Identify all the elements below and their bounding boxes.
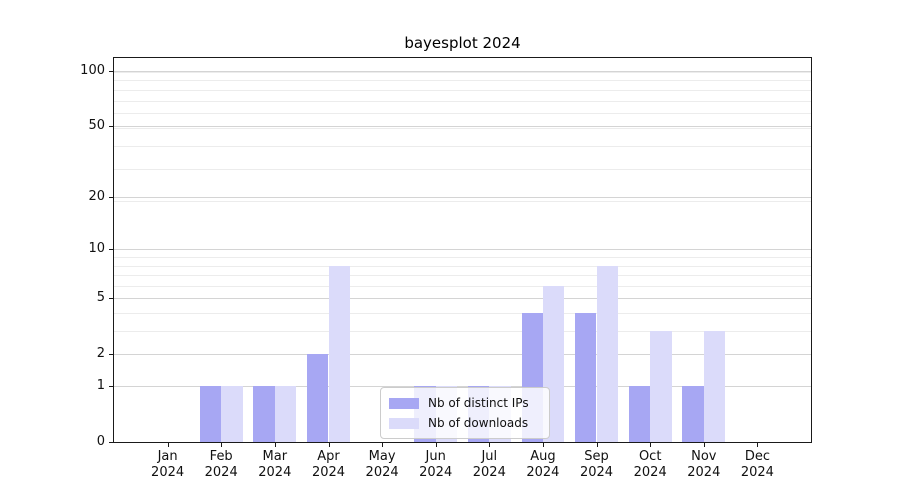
- y-gridline-major: [114, 126, 811, 128]
- y-tick-label: 5: [96, 290, 105, 305]
- y-gridline-minor: [114, 80, 811, 82]
- legend-item-distinct-ips: Nb of distinct IPs: [389, 393, 541, 413]
- x-tick-label: Dec 2024: [740, 449, 774, 480]
- y-gridline-minor: [114, 168, 811, 170]
- x-tick: [542, 443, 544, 447]
- bar-nb-of-distinct-ips-sep: [575, 312, 597, 442]
- x-tick: [489, 443, 491, 447]
- x-tick: [328, 443, 330, 447]
- legend-swatch-distinct-ips: [389, 397, 419, 409]
- y-gridline-major: [114, 386, 811, 388]
- y-gridline-minor: [114, 72, 811, 73]
- y-tick: [109, 442, 113, 443]
- y-gridline-minor: [114, 201, 811, 203]
- bar-nb-of-downloads-sep: [596, 265, 618, 442]
- x-tick: [703, 443, 705, 447]
- y-gridline-minor: [114, 330, 811, 332]
- y-gridline-major: [114, 249, 811, 251]
- y-tick: [109, 298, 113, 299]
- x-tick-label: Feb 2024: [204, 449, 238, 480]
- x-tick: [274, 443, 276, 447]
- bar-nb-of-distinct-ips-mar: [253, 386, 275, 442]
- bar-nb-of-downloads-nov: [703, 330, 726, 442]
- x-tick-label: Apr 2024: [311, 449, 346, 480]
- plot-area: [113, 57, 812, 443]
- bar-nb-of-downloads-apr: [328, 265, 350, 442]
- y-gridline-major: [114, 71, 811, 73]
- x-tick-label: Aug 2024: [526, 449, 560, 480]
- x-tick: [435, 443, 437, 447]
- x-tick-label: May 2024: [365, 449, 399, 480]
- y-gridline-minor: [114, 100, 811, 102]
- bar-nb-of-distinct-ips-feb: [199, 386, 222, 442]
- y-tick-label: 1: [96, 378, 105, 394]
- y-gridline-minor: [114, 145, 811, 147]
- y-gridline-major: [114, 298, 811, 299]
- x-tick-label: Mar 2024: [258, 449, 292, 480]
- bar-nb-of-downloads-feb: [221, 386, 243, 442]
- legend-label-downloads: Nb of downloads: [428, 416, 529, 430]
- y-tick-label: 50: [88, 118, 105, 134]
- y-gridline-minor: [114, 113, 811, 114]
- x-tick: [650, 443, 652, 447]
- x-tick: [221, 443, 223, 447]
- y-gridline-major: [114, 353, 811, 355]
- y-tick-label: 0: [96, 434, 105, 449]
- y-gridline-minor: [114, 274, 811, 276]
- y-tick-label: 10: [88, 241, 105, 257]
- y-tick: [109, 71, 113, 73]
- legend: Nb of distinct IPs Nb of downloads: [380, 387, 550, 439]
- y-tick: [109, 353, 113, 355]
- y-gridline-minor: [114, 312, 811, 314]
- bar-nb-of-downloads-mar: [274, 386, 297, 442]
- chart-title: bayesplot 2024: [404, 34, 521, 52]
- x-tick-label: Jan 2024: [151, 449, 185, 480]
- y-tick: [109, 197, 113, 199]
- x-tick: [596, 443, 598, 447]
- y-gridline-minor: [114, 285, 811, 287]
- y-tick: [109, 386, 113, 388]
- y-tick-label: 2: [96, 345, 105, 361]
- y-gridline-major: [114, 197, 811, 199]
- y-gridline-minor: [114, 89, 811, 91]
- x-tick: [167, 443, 169, 447]
- x-tick-label: Sep 2024: [579, 449, 614, 480]
- legend-swatch-downloads: [389, 417, 419, 429]
- y-tick: [109, 249, 113, 251]
- x-tick-label: Jul 2024: [472, 449, 506, 480]
- legend-label-distinct-ips: Nb of distinct IPs: [428, 396, 529, 410]
- x-tick-label: Oct 2024: [633, 449, 667, 480]
- x-tick-label: Jun 2024: [419, 449, 453, 480]
- y-tick: [109, 126, 113, 128]
- x-tick-label: Nov 2024: [687, 449, 721, 480]
- bar-nb-of-distinct-ips-apr: [307, 353, 329, 442]
- x-tick: [382, 443, 384, 447]
- legend-item-downloads: Nb of downloads: [389, 413, 541, 433]
- bar-nb-of-distinct-ips-oct: [628, 386, 651, 442]
- y-gridline-minor: [114, 265, 811, 267]
- bar-nb-of-distinct-ips-nov: [682, 386, 704, 442]
- y-gridline-minor: [114, 127, 811, 129]
- y-gridline-minor: [114, 257, 811, 258]
- y-tick-label: 100: [80, 63, 105, 79]
- x-tick: [757, 443, 759, 447]
- bar-nb-of-downloads-oct: [650, 330, 672, 442]
- y-tick-label: 20: [88, 189, 105, 205]
